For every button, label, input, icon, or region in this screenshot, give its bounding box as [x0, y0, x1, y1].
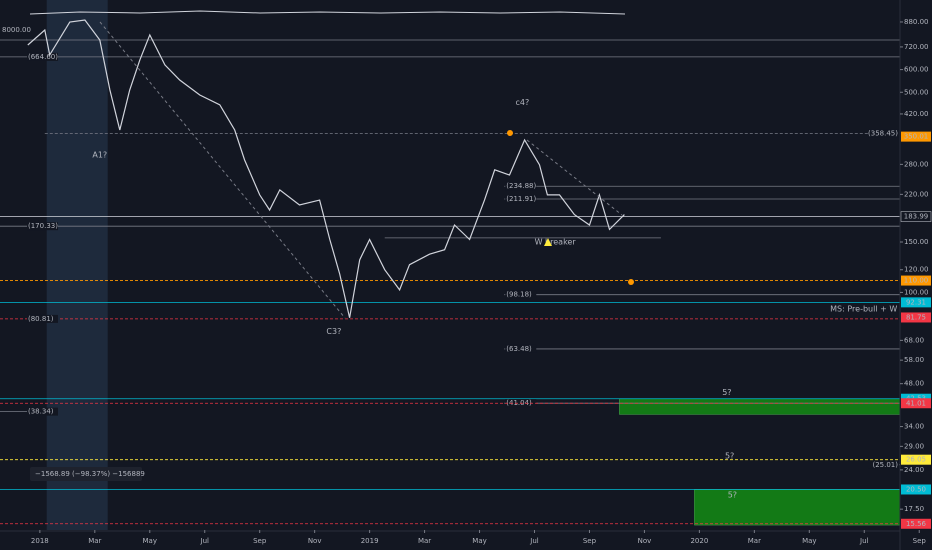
target-zone — [694, 489, 901, 526]
y-tick-label: 220.00 — [904, 190, 929, 198]
y-tick-label: 120.00 — [904, 266, 929, 274]
y-tick-label: 100.00 — [904, 288, 929, 296]
x-tick-label: 2018 — [31, 537, 49, 545]
annotation: MS: Pre-bull + W — [830, 305, 897, 314]
x-tick-label: Sep — [913, 537, 927, 545]
price-tag-label: 92.31 — [906, 298, 926, 306]
level-label-bg — [27, 222, 58, 231]
price-tag-label: 15.56 — [906, 520, 927, 528]
price-tag-label: 350.01 — [904, 133, 929, 141]
corner-label: 8000.00 — [2, 26, 31, 34]
x-tick-label: May — [472, 537, 486, 545]
x-tick-label: Nov — [638, 537, 652, 545]
shaded-range — [46, 0, 108, 530]
level-label: (98.18) — [506, 291, 532, 299]
x-tick-label: Jul — [859, 537, 869, 545]
price-line — [27, 19, 625, 318]
y-tick-label: 58.00 — [904, 356, 924, 364]
y-tick-label: 68.00 — [904, 336, 924, 344]
level-label: (234.88) — [506, 182, 536, 190]
level-label-bg — [27, 407, 58, 416]
annotation: 5? — [728, 491, 737, 500]
level-label-bg — [505, 195, 537, 204]
level-label-bg — [27, 314, 58, 323]
level-label-bg — [505, 290, 537, 299]
level-label-bg — [27, 52, 58, 61]
x-tick-label: Jul — [529, 537, 539, 545]
y-tick-label: 150.00 — [904, 238, 929, 246]
price-tag — [901, 518, 931, 529]
price-tag-label: 20.50 — [906, 485, 926, 493]
annotation: C3? — [326, 327, 341, 336]
level-label: (41.04) — [506, 399, 532, 407]
level-label: (664.60) — [28, 53, 58, 61]
x-tick-label: May — [802, 537, 816, 545]
price-tag — [901, 398, 931, 409]
level-label: (25.01) — [872, 461, 898, 469]
y-tick-label: 600.00 — [904, 66, 929, 74]
x-tick-label: Nov — [308, 537, 322, 545]
y-tick-label: 500.00 — [904, 88, 929, 96]
x-tick-label: Jul — [200, 537, 210, 545]
volume-strip — [29, 10, 626, 15]
price-tag — [901, 454, 931, 465]
annotation: 5? — [725, 452, 734, 461]
price-tag-label: 183.99 — [904, 213, 929, 221]
y-tick-label: 48.00 — [904, 380, 924, 388]
level-label: (80.81) — [28, 315, 54, 323]
marker-dot — [628, 279, 634, 285]
annotation: A1? — [92, 150, 107, 159]
annotation: 5? — [722, 388, 731, 397]
level-label-bg — [505, 344, 537, 353]
price-tag — [901, 131, 931, 142]
y-tick-label: 880.00 — [904, 18, 929, 26]
level-label: (211.91) — [506, 195, 536, 203]
marker-dot — [507, 130, 513, 136]
level-label: (38.34) — [28, 408, 54, 416]
y-tick-label: 17.50 — [904, 505, 924, 513]
x-tick-label: 2019 — [361, 537, 379, 545]
price-tag — [900, 211, 932, 222]
price-tag — [901, 312, 931, 323]
y-tick-label: 420.00 — [904, 110, 929, 118]
x-tick-label: May — [143, 537, 157, 545]
measure-label: −1568.89 (−98.37%) −156889 — [35, 470, 145, 478]
x-tick-label: Mar — [88, 537, 101, 545]
x-tick-label: Mar — [418, 537, 431, 545]
plot-area: (664.60) (358.45) (234.88) (211.91) (170.33)… — [0, 0, 901, 530]
trend-line — [526, 139, 623, 216]
y-tick-label: 720.00 — [904, 43, 929, 51]
annotation: c4? — [516, 98, 530, 107]
y-tick-label: 280.00 — [904, 160, 929, 168]
y-tick-label: 29.00 — [904, 442, 924, 450]
level-label: (63.48) — [506, 345, 532, 353]
price-tag-label: 110.00 — [904, 277, 929, 285]
level-label-bg — [505, 182, 537, 191]
x-tick-label: Mar — [748, 537, 761, 545]
y-tick-label: 34.00 — [904, 423, 924, 431]
level-label-bg — [868, 129, 899, 138]
price-tag — [901, 297, 931, 308]
price-tag-label: 26.05 — [906, 456, 926, 464]
y-tick-label: 24.00 — [904, 466, 924, 474]
x-tick-label: Sep — [583, 537, 597, 545]
level-label: (358.45) — [868, 130, 898, 138]
target-zone — [619, 398, 901, 415]
measure-box — [30, 467, 142, 481]
price-tag-label: 81.75 — [906, 313, 926, 321]
warning-icon — [544, 238, 552, 246]
x-tick-label: Sep — [253, 537, 267, 545]
price-tag — [901, 275, 931, 286]
annotation: W breaker — [535, 237, 577, 246]
x-tick-label: 2020 — [690, 537, 708, 545]
level-label: (170.33) — [28, 222, 58, 230]
level-label-bg — [868, 460, 899, 469]
trend-line — [99, 21, 346, 319]
price-tag-label: 41.01 — [906, 399, 926, 407]
price-tag — [901, 484, 931, 495]
